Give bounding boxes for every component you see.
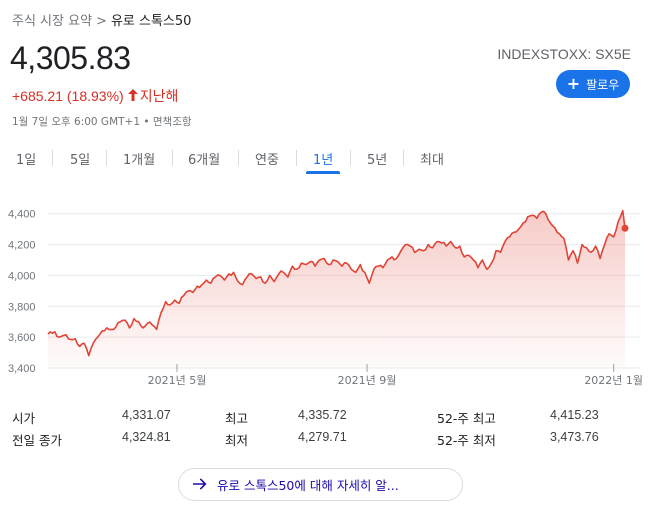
y-tick-label: 4,000: [8, 270, 36, 282]
stat-value: 4,335.72: [298, 408, 347, 422]
stat-label: 52-주 최저: [437, 433, 496, 448]
learn-more-button[interactable]: 유로 스톡스50에 대해 자세히 알...: [178, 468, 463, 501]
plus-icon: +: [566, 74, 581, 93]
tab-6m[interactable]: 6개월: [188, 153, 221, 168]
breadcrumb-separator: >: [96, 14, 107, 29]
tab-5y[interactable]: 5년: [367, 153, 388, 168]
tab-divider: [403, 150, 404, 166]
stat-label: 최고: [225, 411, 249, 426]
y-tick-label: 3,400: [8, 363, 36, 375]
change-value: +685.21 (18.93%): [12, 88, 124, 104]
arrow-right-icon: [193, 476, 207, 494]
follow-label: 팔로우: [586, 77, 620, 92]
y-tick-label: 3,600: [8, 332, 36, 344]
tab-1y[interactable]: 1년: [313, 153, 334, 168]
quote-timestamp: 1월 7일 오후 6:00 GMT+1 • 면책조항: [12, 116, 192, 128]
stat-value: 3,473.76: [550, 430, 599, 444]
chart-series-line: [47, 209, 626, 357]
price-change: +685.21 (18.93%) 지난해: [12, 86, 178, 106]
stat-value: 4,324.81: [122, 430, 171, 444]
ticker-symbol: INDEXSTOXX: SX5E: [497, 46, 631, 62]
tab-5d[interactable]: 5일: [70, 153, 91, 168]
follow-button[interactable]: + 팔로우: [556, 70, 630, 98]
learn-more-label: 유로 스톡스50에 대해 자세히 알...: [217, 478, 399, 493]
x-tick-label: 2021년 5월: [148, 374, 207, 387]
range-tabs: 1일 5일 1개월 6개월 연중 1년 5년 최대: [0, 145, 655, 175]
stat-label: 시가: [12, 411, 36, 426]
tab-divider: [52, 150, 53, 166]
active-tab-indicator: [306, 171, 340, 174]
stat-value: 4,331.07: [122, 408, 171, 422]
tab-divider: [106, 150, 107, 166]
breadcrumb-current: 유로 스톡스50: [110, 14, 192, 29]
stat-label: 52-주 최고: [437, 411, 496, 426]
tab-divider: [238, 150, 239, 166]
stat-label: 최저: [225, 433, 249, 448]
tab-divider: [172, 150, 173, 166]
stats-row: 전일 종가 4,324.81 최저 4,279.71 52-주 최저 3,473…: [12, 430, 642, 450]
stat-label: 전일 종가: [12, 433, 62, 448]
x-tick-label: 2021년 9월: [338, 374, 397, 387]
chart-area-fill: [48, 210, 625, 368]
y-tick-label: 4,400: [8, 209, 36, 221]
tab-1m[interactable]: 1개월: [123, 153, 156, 168]
breadcrumb: 주식 시장 요약 > 유로 스톡스50: [12, 10, 191, 29]
tab-max[interactable]: 최대: [420, 153, 444, 168]
y-axis-labels: 4,400 4,200 4,000 3,800 3,600 3,400: [8, 209, 36, 375]
x-tick-label: 2022년 1월: [584, 374, 643, 387]
stat-value: 4,279.71: [298, 430, 347, 444]
arrow-up-icon: [127, 88, 138, 104]
y-tick-label: 4,200: [8, 240, 36, 252]
stats-row: 시가 4,331.07 최고 4,335.72 52-주 최고 4,415.23: [12, 408, 642, 428]
breadcrumb-root[interactable]: 주식 시장 요약: [12, 14, 93, 29]
change-period: 지난해: [139, 88, 179, 104]
tab-divider: [296, 150, 297, 166]
last-price-dot: [621, 224, 629, 232]
y-tick-label: 3,800: [8, 301, 36, 313]
tab-1d[interactable]: 1일: [16, 153, 37, 168]
tab-ytd[interactable]: 연중: [255, 153, 279, 168]
tab-divider: [350, 150, 351, 166]
x-axis: 2021년 5월 2021년 9월 2022년 1월: [148, 364, 643, 387]
current-price: 4,305.83: [10, 40, 131, 76]
stat-value: 4,415.23: [550, 408, 599, 422]
